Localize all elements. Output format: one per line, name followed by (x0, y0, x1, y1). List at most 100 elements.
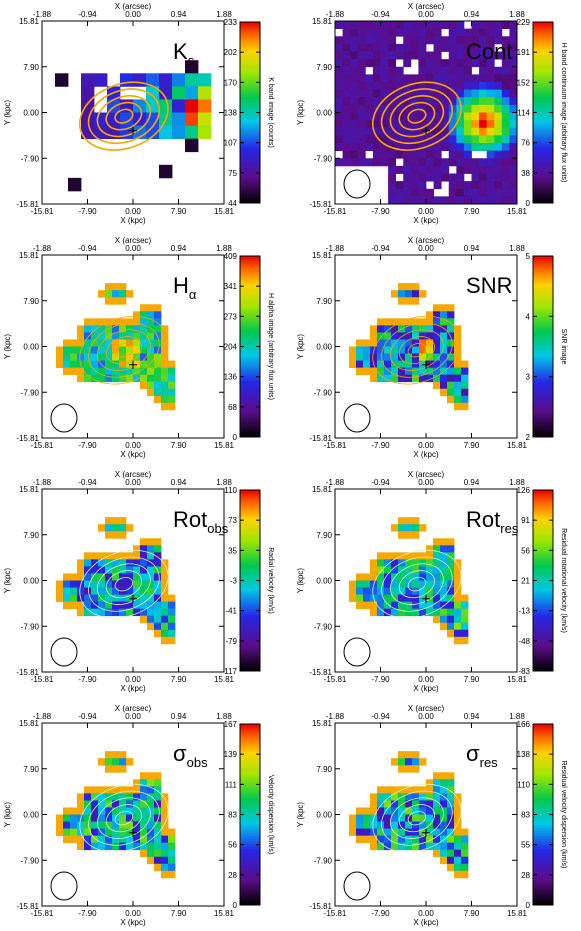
pixel (147, 552, 155, 560)
pixel (509, 196, 517, 204)
pixel (126, 559, 134, 567)
contour (372, 315, 462, 385)
pixel (426, 608, 434, 617)
mask-pixel (412, 765, 420, 773)
pixel (398, 758, 406, 766)
pixel (126, 814, 134, 822)
pixel (91, 325, 99, 333)
pixel (405, 367, 413, 376)
pixel (119, 835, 127, 844)
pixel (398, 821, 406, 829)
pixel (426, 360, 434, 369)
pixel (391, 332, 399, 340)
pixel (461, 374, 469, 383)
pixel (154, 856, 162, 865)
pixel (448, 97, 457, 106)
pixel (447, 573, 455, 581)
mask-pixel (356, 573, 364, 581)
x-tick-label: 7.90 (171, 441, 187, 450)
pixel (391, 353, 399, 361)
pixel (486, 28, 495, 37)
pixel (126, 587, 134, 595)
colorbar-tick-label: 83 (228, 811, 237, 820)
mask-pixel (119, 517, 127, 525)
mask-pixel (356, 367, 364, 376)
pixel (440, 360, 448, 369)
pixel (91, 374, 99, 383)
pixel (112, 793, 120, 801)
mask-pixel (398, 283, 406, 291)
pixel (456, 66, 465, 75)
pixel (342, 127, 351, 136)
pixel (494, 51, 503, 60)
pixel (509, 112, 517, 121)
pixel (84, 828, 92, 837)
pixel (335, 127, 343, 136)
pixel (426, 573, 434, 581)
mask-pixel (98, 290, 106, 298)
pixel (356, 828, 364, 837)
pixel (447, 388, 455, 397)
beam-ellipse (50, 637, 78, 667)
mask-pixel (356, 835, 364, 844)
pixel (405, 793, 413, 801)
pixel (133, 580, 141, 588)
x-top-tick-label: 0.00 (418, 10, 434, 19)
pixel (412, 346, 420, 354)
pixel (433, 573, 441, 581)
pixel (112, 353, 120, 361)
pixel (418, 127, 427, 136)
pixel (463, 188, 472, 197)
mask-pixel (363, 367, 371, 376)
mask-pixel (63, 601, 71, 610)
pixel (433, 28, 442, 37)
pixel (463, 120, 472, 129)
pixel (365, 74, 374, 83)
pixel (440, 800, 448, 808)
pixel (98, 814, 106, 822)
pixel (356, 360, 364, 369)
pixel (357, 59, 366, 68)
pixel (388, 127, 397, 136)
x-tick-label: 15.81 (507, 441, 528, 450)
pixel (105, 353, 113, 361)
pixel (126, 842, 134, 851)
colorbar-tick-label: 152 (517, 78, 531, 87)
pixel (133, 594, 141, 603)
pixel (363, 828, 371, 837)
pixel (154, 346, 162, 354)
pixel (391, 835, 399, 844)
pixel (412, 601, 420, 610)
pixel (105, 339, 113, 347)
mask-pixel (98, 524, 106, 532)
mask-pixel (105, 283, 113, 291)
pixel (377, 332, 385, 340)
pixel (365, 120, 374, 129)
x-tick-label: 0.00 (418, 441, 434, 450)
panel-title: σobs (173, 741, 208, 770)
pixel (461, 615, 469, 624)
pixel (133, 325, 141, 333)
colorbar-tick-label: 0 (233, 433, 238, 442)
mask-pixel (56, 821, 64, 829)
pixel (405, 374, 413, 383)
pixel (335, 21, 343, 30)
pixel (463, 89, 472, 98)
mask-pixel (454, 360, 462, 369)
mask-pixel (133, 552, 141, 560)
pixel (365, 59, 374, 68)
colorbar-label: H band continuum image (arbitrary flux u… (560, 43, 567, 183)
pixel (356, 580, 364, 588)
pixel (395, 127, 404, 136)
pixel (448, 120, 457, 129)
pixel (335, 82, 343, 91)
pixel (365, 127, 374, 136)
pixel (185, 138, 199, 153)
contour (407, 342, 427, 358)
panel-image-sigobs (56, 751, 176, 879)
pixel (426, 807, 434, 815)
pixel (426, 150, 434, 159)
pixel (391, 587, 399, 595)
mask-pixel (440, 622, 448, 631)
